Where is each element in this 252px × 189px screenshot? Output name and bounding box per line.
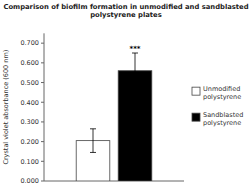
y-axis-label: Crystal violet absorbance (600 nm): [2, 50, 10, 165]
text-line: Comparison of biofilm formation in unmod…: [3, 3, 248, 11]
error-bar-cap: [132, 88, 138, 89]
y-tick-label: 0.700: [20, 39, 39, 47]
y-axis: [44, 33, 45, 181]
text-line: polystyrene: [203, 119, 241, 127]
y-tick-label: 0.100: [20, 158, 39, 166]
legend-swatch: [192, 113, 200, 121]
y-tick-label: 0.000: [20, 177, 39, 185]
legend-label: Unmodifiedpolystyrene: [203, 85, 241, 101]
text-line: polystyrene plates: [90, 11, 161, 19]
x-axis: [44, 181, 184, 182]
y-tick-label: 0.300: [20, 118, 39, 126]
title: Comparison of biofilm formation in unmod…: [3, 3, 248, 19]
error-bar: [132, 53, 138, 88]
y-tick-label: 0.500: [20, 79, 39, 87]
annotation: ***: [130, 45, 141, 53]
error-bar-cap: [90, 152, 96, 153]
y-tick-label: 0.600: [20, 59, 39, 67]
legend-label: Sandblastedpolystyrene: [203, 111, 243, 127]
chart: Comparison of biofilm formation in unmod…: [0, 0, 252, 189]
error-bar-line: [93, 129, 94, 153]
error-bar-line: [135, 53, 136, 88]
y-tick-label: 0.400: [20, 99, 39, 107]
error-bar: [90, 129, 96, 153]
bars: [76, 53, 152, 181]
text-line: polystyrene: [203, 93, 241, 101]
y-tick-label: 0.200: [20, 138, 39, 146]
error-bar-cap: [90, 128, 96, 129]
legend-swatch: [192, 87, 200, 95]
